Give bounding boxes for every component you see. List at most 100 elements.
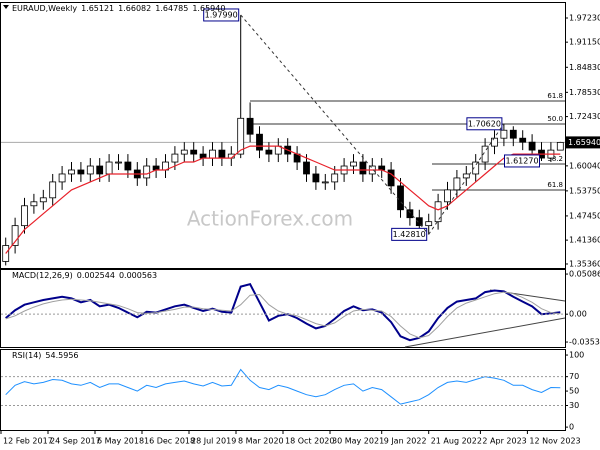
annotation-label: 1.97990 [205,10,238,19]
x-tick-label: 24 Sep 2017 [50,437,101,446]
panel-header: RSI(14) 54.5956 [12,351,79,360]
candle-body [312,173,320,183]
x-tick-label: 6 May 2018 [97,437,144,446]
candle-body [303,161,310,175]
y-tick-label: 1.84830 [569,63,600,72]
last-price-label: 1.65940 [568,138,600,147]
annotation-box [203,8,240,22]
header-value: 1.65121 [81,4,114,13]
x-tick-label: 21 Aug 2022 [431,437,482,446]
panel-title: MACD(12,26,9) [12,271,73,280]
fib-label: 61.8 [547,92,563,100]
series-line [5,368,561,405]
y-tick-label: 1.72430 [569,112,600,121]
x-tick-label: 28 Jul 2019 [191,437,236,446]
candle-body [152,165,160,171]
candle-body [30,201,38,207]
panel-marker [3,5,9,9]
series-line [5,283,561,342]
x-tick-label: 18 Oct 2020 [285,437,334,446]
candle-body [415,217,423,227]
x-tick-label: 30 May 2021 [332,437,384,446]
fib-label: 61.8 [547,181,563,189]
candle-body [124,161,132,171]
y-tick-label: -0.035322 [569,338,600,347]
candle-body [21,205,28,227]
trendline [428,123,505,235]
y-tick-label: 1.35360 [569,259,600,268]
macd-panel [0,269,566,348]
y-tick-label: 50 [569,387,579,396]
candle-body [237,117,245,155]
y-tick-label: 0 [569,423,574,432]
candle-body [321,181,329,184]
watermark: ActionForex.com [187,207,353,231]
x-tick-label: 8 Mar 2020 [238,437,284,446]
last-price-tag [565,136,600,149]
trendline [240,14,430,235]
panel-header: EURAUD,Weekly 1.65121 1.66082 1.64785 1.6594… [12,4,225,13]
x-tick-label: 16 Dec 2018 [144,437,195,446]
candle-body [500,129,508,139]
candle-body [519,137,527,143]
y-tick-label: 1.41360 [569,236,600,245]
series-line [5,145,561,254]
candle-body [406,209,414,219]
candle-body [199,153,207,159]
y-tick-label: 1.91150 [569,38,600,47]
candle-body [190,149,198,155]
candle-body [453,177,461,191]
y-tick-label: 1.60040 [569,161,600,170]
candle-body [359,161,367,175]
y-tick-label: 1.97230 [569,13,600,22]
panel-title: EURAUD,Weekly [12,4,77,13]
macd-trendline [404,317,566,348]
price-panel [0,2,566,269]
header-value: 1.65940 [192,4,225,13]
candle-body [265,149,273,155]
candle-body [77,169,85,175]
candle-body [425,221,433,227]
y-tick-label: 1.53750 [569,186,600,195]
y-tick-label: 100 [569,351,584,360]
candle-body [387,169,395,187]
candle-body [115,161,122,164]
header-value: 0.000563 [119,271,157,280]
candle-body [246,117,254,135]
candle-body [256,133,263,151]
candle-body [462,173,470,179]
candle-body [96,165,104,175]
candle-body [180,149,188,155]
header-value: 54.5956 [45,351,78,360]
candle-body [491,137,498,147]
header-value: 1.66082 [118,4,151,13]
y-tick-label: 0.050863 [569,270,600,279]
candle-body [86,165,94,175]
x-tick-label: 9 Jan 2022 [384,437,427,446]
candle-body [68,169,75,175]
fib-label: 50.0 [547,115,563,123]
candle-body [49,181,57,199]
panel-header: MACD(12,26,9) 0.002544 0.000563 [12,271,157,280]
candle-body [39,197,47,203]
annotation-label: 1.70620 [468,119,501,128]
annotation-box [466,117,503,131]
y-tick-label: 1.47450 [569,211,600,220]
annotation-label: 1.61270 [505,156,538,165]
y-tick-label: 70 [569,372,579,381]
candle-body [58,173,66,183]
candle-body [143,165,151,179]
candle-body [434,201,442,223]
candle-body [528,141,536,151]
series-line [5,291,561,339]
x-tick-label: 2 Apr 2023 [482,437,526,446]
candle-body [209,149,216,159]
candle-body [472,161,480,175]
y-tick-label: 0.00 [569,310,587,319]
annotation-label: 1.42810 [393,230,426,239]
y-tick-label: 30 [569,401,579,410]
candle-body [378,165,386,171]
fib-label: 38.2 [547,155,563,163]
